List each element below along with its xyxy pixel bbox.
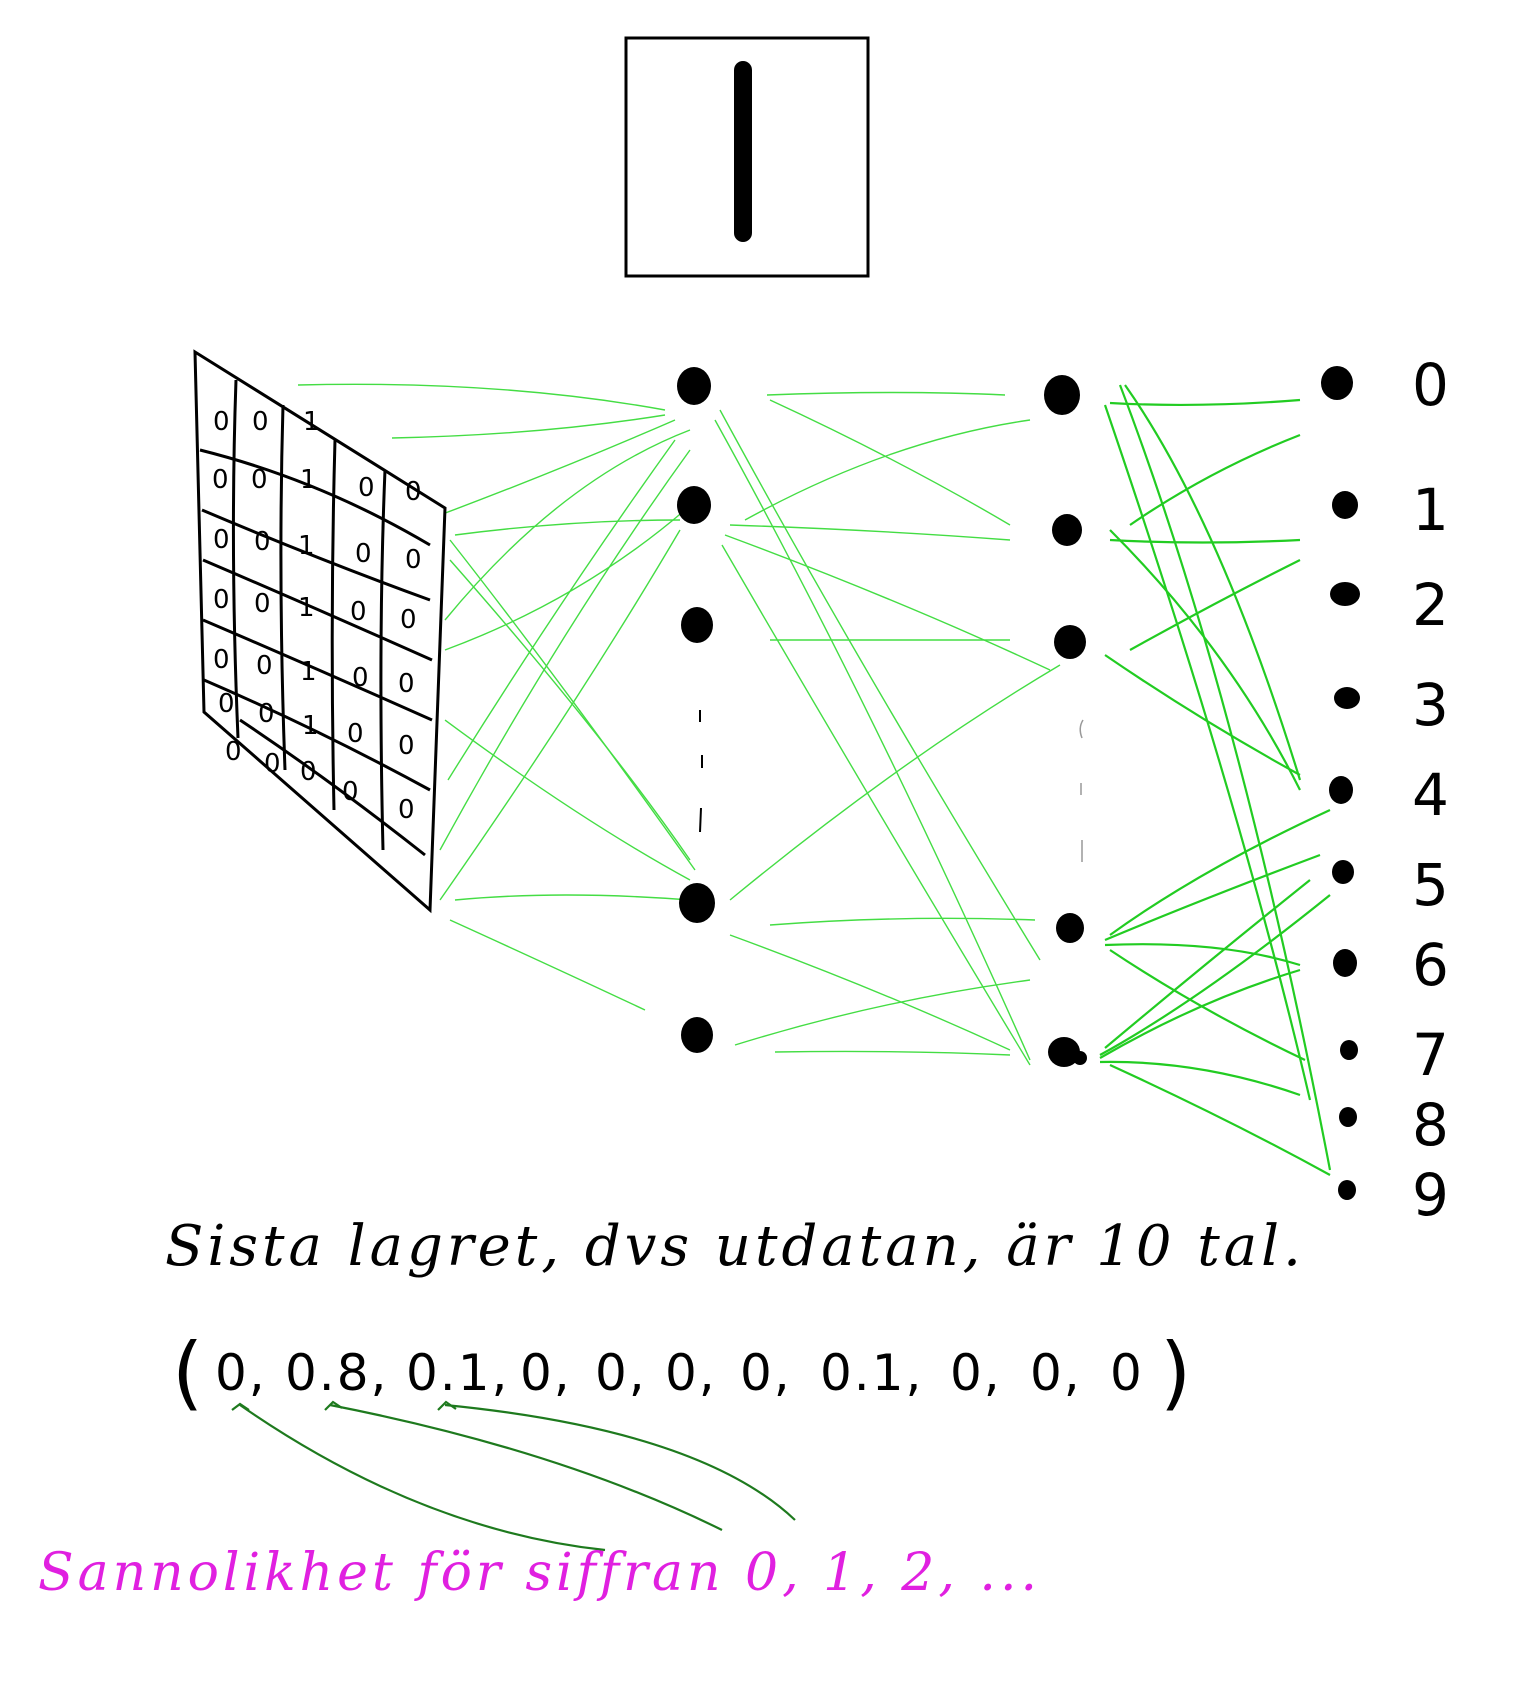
node bbox=[677, 486, 711, 524]
input-digit-image: 1 bbox=[624, 36, 870, 278]
vector-value: 0, bbox=[1030, 1344, 1082, 1402]
grid-cell: 0 bbox=[352, 663, 369, 693]
node bbox=[1054, 625, 1086, 659]
grid-cell-values: 0 0 10 0 1 0 00 0 1 0 00 0 1 0 00 0 1 0 00 0 1 0 00 0 000 bbox=[212, 407, 422, 825]
node bbox=[677, 367, 711, 405]
node bbox=[679, 883, 715, 923]
input-pixel-grid bbox=[193, 349, 447, 914]
output-label-6: 6 bbox=[1412, 931, 1449, 999]
node bbox=[1332, 860, 1354, 884]
node bbox=[1056, 913, 1084, 943]
node bbox=[1332, 491, 1358, 519]
grid-cell: 0 bbox=[213, 585, 230, 615]
grid-cell: 1 bbox=[300, 465, 317, 495]
output-label-2: 2 bbox=[1412, 571, 1449, 639]
grid-cell: 1 bbox=[298, 531, 315, 561]
grid-cell: 1 bbox=[303, 407, 320, 437]
grid-cell: 0 bbox=[213, 645, 230, 675]
grid-cell: 0 bbox=[254, 589, 271, 619]
node bbox=[1044, 375, 1080, 415]
output-label-1: 1 bbox=[1412, 476, 1449, 544]
node bbox=[1330, 582, 1360, 606]
output-label-8: 8 bbox=[1412, 1091, 1449, 1159]
vector-close-paren: ) bbox=[1160, 1326, 1193, 1419]
output-label-9: 9 bbox=[1412, 1161, 1449, 1229]
grid-cell: 1 bbox=[298, 593, 315, 623]
vector-value: 0, bbox=[520, 1344, 572, 1402]
node bbox=[681, 1017, 713, 1053]
grid-cell: 0 bbox=[300, 757, 317, 787]
grid-cell: 1 bbox=[302, 711, 319, 741]
output-label-7: 7 bbox=[1412, 1021, 1449, 1089]
grid-cell: 0 bbox=[398, 669, 415, 699]
output-label-4: 4 bbox=[1412, 761, 1449, 829]
node bbox=[1329, 776, 1353, 804]
node bbox=[1333, 949, 1357, 977]
probability-arrows bbox=[231, 1400, 796, 1552]
hidden-layer-1 bbox=[677, 367, 715, 1053]
grid-cell: 0 bbox=[264, 749, 281, 779]
grid-cell: 0 bbox=[400, 605, 417, 635]
grid-cell: 0 bbox=[213, 525, 230, 555]
grid-cell: 0 bbox=[355, 539, 372, 569]
node bbox=[1338, 1180, 1356, 1200]
vector-value: 0.1, bbox=[820, 1344, 923, 1402]
output-label-5: 5 bbox=[1412, 851, 1449, 919]
grid-cell: 0 bbox=[252, 407, 269, 437]
grid-cell: 1 bbox=[300, 657, 317, 687]
grid-cell: 0 bbox=[251, 465, 268, 495]
ellipsis-dots bbox=[699, 710, 703, 833]
vector-value: 0 bbox=[1110, 1344, 1144, 1402]
caption-text: Sista lagret, dvs utdatan, är 10 tal. bbox=[165, 1214, 1305, 1279]
grid-cell: 0 bbox=[398, 795, 415, 825]
node bbox=[1052, 514, 1082, 546]
hidden-layer-2 bbox=[1044, 375, 1087, 1067]
grid-cell: 0 bbox=[213, 407, 230, 437]
connections-hidden1-to-hidden2 bbox=[714, 391, 1061, 1066]
node bbox=[1048, 1037, 1080, 1067]
vector-value: 0.1, bbox=[406, 1344, 509, 1402]
node bbox=[1339, 1107, 1357, 1127]
grid-cell: 0 bbox=[342, 777, 359, 807]
vector-values: 0, 0.8, 0.1, 0, 0, 0, 0, 0.1, 0, 0, 0 bbox=[215, 1344, 1144, 1402]
grid-cell: 0 bbox=[398, 731, 415, 761]
vector-value: 0, bbox=[595, 1344, 647, 1402]
connections-hidden2-to-output bbox=[1099, 384, 1332, 1176]
grid-cell: 0 bbox=[258, 699, 275, 729]
grid-cell: 0 bbox=[225, 737, 242, 767]
grid-cell: 0 bbox=[347, 719, 364, 749]
grid-cell: 0 bbox=[256, 651, 273, 681]
output-layer bbox=[1321, 366, 1360, 1200]
probability-note: Sannolikhet för siffran 0, 1, 2, ... bbox=[38, 1543, 1041, 1603]
vector-value: 0, bbox=[665, 1344, 717, 1402]
output-label-0: 0 bbox=[1412, 351, 1449, 419]
connections-input-to-hidden1 bbox=[297, 383, 696, 1011]
grid-cell: 0 bbox=[254, 527, 271, 557]
grid-cell: 0 bbox=[405, 545, 422, 575]
output-digit-labels: 0 1 2 3 4 5 6 7 8 9 bbox=[1412, 351, 1449, 1229]
node bbox=[1334, 687, 1360, 709]
ellipsis-dots bbox=[1079, 719, 1084, 862]
output-label-3: 3 bbox=[1412, 671, 1449, 739]
node bbox=[681, 607, 713, 643]
output-vector: ( 0, 0.8, 0.1, 0, 0, 0, 0, 0.1, 0, 0, 0 ) bbox=[172, 1326, 1193, 1419]
node bbox=[1321, 366, 1353, 400]
vector-value: 0, bbox=[215, 1344, 267, 1402]
grid-cell: 0 bbox=[212, 465, 229, 495]
grid-cell: 0 bbox=[350, 597, 367, 627]
grid-cell: 0 bbox=[405, 477, 422, 507]
grid-cell: 0 bbox=[218, 689, 235, 719]
vector-value: 0, bbox=[740, 1344, 792, 1402]
grid-cell: 0 bbox=[358, 473, 375, 503]
node bbox=[1340, 1040, 1358, 1060]
vector-value: 0, bbox=[950, 1344, 1002, 1402]
vector-value: 0.8, bbox=[285, 1344, 388, 1402]
vector-open-paren: ( bbox=[172, 1326, 205, 1419]
